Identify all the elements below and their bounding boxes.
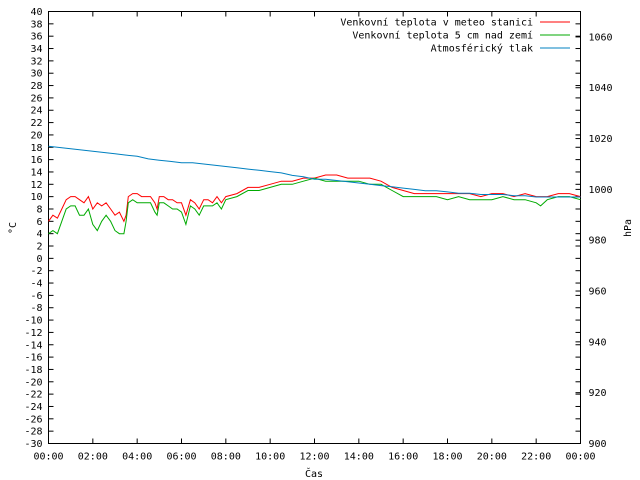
y2-tick-label: 1020 (589, 134, 613, 145)
legend: Venkovní teplota v meteo staniciVenkovní… (340, 17, 570, 55)
series-line-1 (48, 174, 581, 223)
y2-tick-label: 920 (589, 388, 607, 399)
x-tick-label: 16:00 (388, 452, 418, 463)
y-axis-left: -30-28-26-24-22-20-18-16-14-12-10-8-6-4-… (24, 7, 581, 450)
y2-tick-label: 1000 (589, 185, 613, 196)
y2-tick-label: 960 (589, 287, 607, 298)
y-tick-label: -10 (24, 316, 42, 327)
y-tick-label: 10 (30, 192, 42, 203)
y-tick-label: -14 (24, 340, 42, 351)
y-tick-label: 12 (30, 180, 42, 191)
y-tick-label: 0 (36, 254, 42, 265)
y-tick-label: -2 (30, 266, 42, 277)
y2-tick-label: 900 (589, 439, 607, 450)
y-tick-label: -18 (24, 365, 42, 376)
y-tick-label: 24 (30, 106, 42, 117)
y-axis-label: °C (8, 222, 19, 234)
y-tick-label: 18 (30, 143, 42, 154)
y-tick-label: 28 (30, 81, 42, 92)
series-line-2 (48, 177, 581, 235)
y-tick-label: -20 (24, 377, 42, 388)
y2-tick-label: 1060 (589, 32, 613, 43)
y-tick-label: -12 (24, 328, 42, 339)
y-tick-label: 22 (30, 118, 42, 129)
x-tick-label: 10:00 (255, 452, 285, 463)
series-line-3 (48, 145, 581, 198)
x-tick-label: 18:00 (432, 452, 462, 463)
y-tick-label: -16 (24, 353, 42, 364)
x-tick-label: 20:00 (477, 452, 507, 463)
y-tick-label: 36 (30, 32, 42, 43)
legend-label-1: Venkovní teplota v meteo stanici (340, 17, 533, 29)
y-tick-label: -6 (30, 291, 42, 302)
y-tick-label: -4 (30, 279, 42, 290)
y2-axis-label: hPa (623, 219, 634, 237)
x-tick-label: 00:00 (33, 452, 63, 463)
y-tick-label: 2 (36, 242, 42, 253)
x-tick-label: 12:00 (299, 452, 329, 463)
x-tick-label: 00:00 (565, 452, 595, 463)
x-tick-label: 02:00 (78, 452, 108, 463)
y-tick-label: 20 (30, 130, 42, 141)
y-tick-label: 38 (30, 19, 42, 30)
x-axis: 00:00 02:00 04:00 06:00 08:00 10:00 12:00 14:00… (33, 11, 596, 463)
y-tick-label: -24 (24, 402, 42, 413)
legend-label-2: Venkovní teplota 5 cm nad zemí (352, 30, 533, 42)
x-tick-label: 06:00 (166, 452, 196, 463)
x-tick-label: 22:00 (521, 452, 551, 463)
plot-frame (48, 11, 581, 444)
y2-tick-label: 940 (589, 337, 607, 348)
y-tick-label: -28 (24, 427, 42, 438)
y-tick-label: 14 (30, 167, 42, 178)
y-tick-label: 30 (30, 69, 42, 80)
y2-tick-label: 1040 (589, 83, 613, 94)
legend-label-3: Atmosférický tlak (431, 43, 533, 55)
y-tick-label: 34 (30, 44, 42, 55)
y-tick-label: 26 (30, 93, 42, 104)
y-tick-label: -22 (24, 390, 42, 401)
y-tick-label: -30 (24, 439, 42, 450)
y-tick-label: 4 (36, 229, 42, 240)
y-tick-label: 6 (36, 217, 42, 228)
y-tick-label: 40 (30, 7, 42, 18)
y-tick-label: 16 (30, 155, 42, 166)
y-tick-label: -8 (30, 303, 42, 314)
x-axis-label: Čas (305, 467, 323, 480)
y-tick-label: 8 (36, 204, 42, 215)
x-tick-label: 14:00 (344, 452, 374, 463)
series-layer (48, 145, 581, 235)
x-tick-label: 04:00 (122, 452, 152, 463)
x-tick-label: 08:00 (211, 452, 241, 463)
y2-tick-label: 980 (589, 236, 607, 247)
y-tick-label: 32 (30, 56, 42, 67)
y-tick-label: -26 (24, 414, 42, 425)
y-axis-right: 900 920 940 960 980 1000 1020 1040 1060 (575, 32, 613, 450)
